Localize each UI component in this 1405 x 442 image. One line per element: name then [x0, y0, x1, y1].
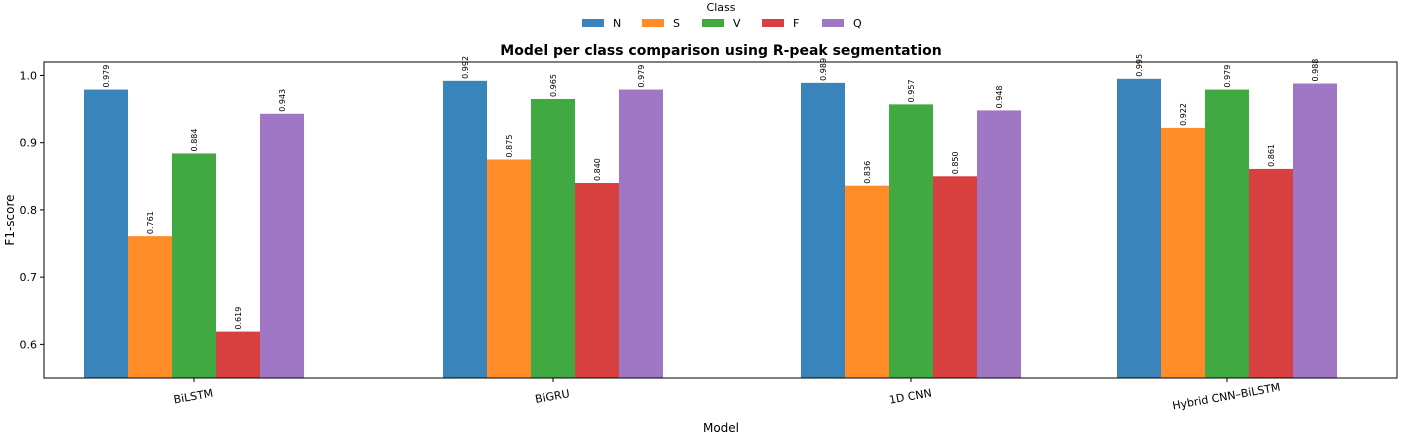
- plot-area: 0.979 0.761 0.884 0.619 0.943 0.992 0.875 0.965…: [43, 54, 1398, 379]
- bar-n-3: [801, 82, 845, 378]
- y-axis: 0.6 0.7 0.8 0.9 1.0: [20, 69, 44, 351]
- legend-label-v: V: [733, 17, 741, 30]
- value-label: 0.884: [190, 129, 199, 152]
- chart-title: Model per class comparison using R-peak …: [500, 43, 941, 59]
- legend-swatch-n: [582, 19, 604, 27]
- legend-label-f: F: [793, 17, 799, 30]
- bar-s-1: [128, 236, 172, 378]
- plot-frame: [43, 61, 1398, 379]
- legend-title: Class: [707, 1, 736, 14]
- bar-q-4: [1293, 83, 1337, 378]
- bar-q-3: [977, 110, 1021, 378]
- value-label: 0.943: [278, 89, 287, 112]
- bar-q-2: [619, 89, 663, 379]
- value-label: 0.957: [907, 79, 916, 102]
- value-label: 0.948: [995, 86, 1004, 109]
- value-label: 0.840: [593, 158, 602, 181]
- bar-n-4: [1117, 78, 1161, 379]
- bar-n-2: [443, 80, 487, 378]
- x-axis: BiLSTM BiGRU 1D CNN Hybrid CNN–BiLSTM: [173, 378, 1281, 413]
- value-label: 0.992: [461, 56, 470, 79]
- bar-s-4: [1161, 127, 1205, 378]
- value-label: 0.922: [1179, 103, 1188, 126]
- value-label: 0.995: [1135, 54, 1144, 77]
- bar-s-3: [845, 185, 889, 378]
- bar-q-1: [260, 113, 304, 379]
- legend-label-q: Q: [853, 17, 862, 30]
- y-axis-label: F1-score: [3, 194, 17, 245]
- bar-f-3: [933, 176, 977, 378]
- value-label: 0.989: [819, 58, 828, 81]
- y-tick-label: 0.8: [20, 204, 38, 217]
- bar-n-1: [84, 89, 128, 379]
- value-label: 0.965: [549, 74, 558, 97]
- y-tick-label: 0.9: [20, 137, 38, 150]
- legend-label-n: N: [613, 17, 621, 30]
- legend-swatch-q: [822, 19, 844, 27]
- legend: Class N S V F Q: [582, 1, 862, 30]
- bar-v-3: [889, 104, 933, 378]
- y-tick-label: 0.7: [20, 271, 38, 284]
- legend-label-s: S: [673, 17, 680, 30]
- value-label: 0.979: [637, 65, 646, 88]
- legend-swatch-v: [702, 19, 724, 27]
- bar-v-4: [1205, 89, 1249, 379]
- y-tick-label: 1.0: [20, 69, 38, 82]
- value-label: 0.875: [505, 135, 514, 158]
- y-tick-label: 0.6: [20, 338, 38, 351]
- x-tick-label: 1D CNN: [888, 386, 933, 406]
- value-label: 0.761: [146, 211, 155, 234]
- value-label: 0.619: [234, 307, 243, 330]
- value-label: 0.861: [1267, 144, 1276, 167]
- x-tick-label: Hybrid CNN–BiLSTM: [1171, 381, 1281, 413]
- legend-swatch-f: [762, 19, 784, 27]
- value-label: 0.979: [102, 65, 111, 88]
- x-tick-label: BiLSTM: [173, 387, 215, 407]
- x-tick-label: BiGRU: [534, 387, 571, 406]
- bar-v-1: [172, 153, 216, 378]
- value-label: 0.979: [1223, 65, 1232, 88]
- bar-f-4: [1249, 168, 1293, 378]
- bar-f-1: [216, 331, 260, 378]
- value-label: 0.850: [951, 151, 960, 174]
- value-label: 0.836: [863, 161, 872, 184]
- x-axis-label: Model: [703, 421, 739, 435]
- value-label: 0.988: [1311, 59, 1320, 82]
- bar-f-2: [575, 183, 619, 378]
- bar-v-2: [531, 98, 575, 378]
- bar-s-2: [487, 159, 531, 378]
- legend-swatch-s: [642, 19, 664, 27]
